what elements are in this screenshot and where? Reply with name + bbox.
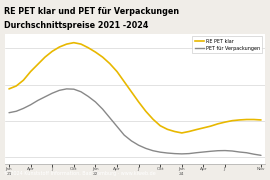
- Legend: RE PET klar, PET für Verpackungen: RE PET klar, PET für Verpackungen: [193, 36, 262, 53]
- Text: © 2024 Kunststoff Information, Bad Homburg · www.kiweb.de: © 2024 Kunststoff Information, Bad Hombu…: [4, 170, 156, 176]
- Text: RE PET klar und PET für Verpackungen: RE PET klar und PET für Verpackungen: [4, 7, 179, 16]
- Text: Durchschnittspreise 2021 -2024: Durchschnittspreise 2021 -2024: [4, 21, 149, 30]
